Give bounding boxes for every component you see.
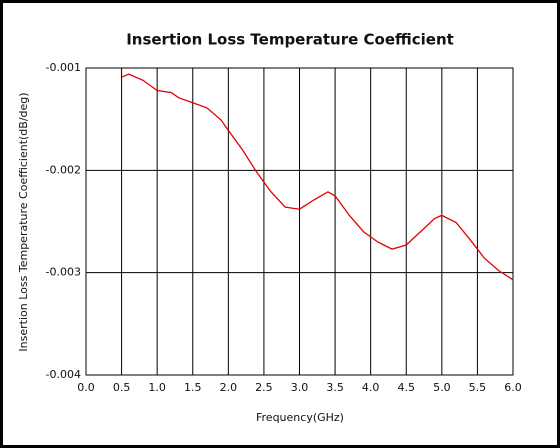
y-tick-label: -0.001 [46,61,81,74]
x-tick-label: 2.5 [255,381,273,394]
x-tick-label: 5.5 [469,381,487,394]
x-tick-label: 0.5 [113,381,131,394]
x-tick-label: 5.0 [433,381,451,394]
x-tick-label: 3.5 [326,381,344,394]
y-tick-label: -0.003 [46,266,81,279]
x-tick-label: 0.0 [77,381,95,394]
chart-title: Insertion Loss Temperature Coefficient [126,31,454,49]
x-tick-label: 4.0 [362,381,380,394]
x-tick-label: 4.5 [398,381,416,394]
y-axis-label: Insertion Loss Temperature Coefficient(d… [17,92,30,351]
x-tick-label: 1.5 [184,381,202,394]
x-axis-label: Frequency(GHz) [256,411,344,424]
x-tick-label: 2.0 [220,381,238,394]
y-tick-label: -0.002 [46,163,81,176]
x-tick-label: 1.0 [148,381,166,394]
data-line [121,73,514,281]
x-tick-label: 3.0 [291,381,309,394]
y-tick-label: -0.004 [46,368,81,381]
x-tick-label: 6.0 [504,381,522,394]
